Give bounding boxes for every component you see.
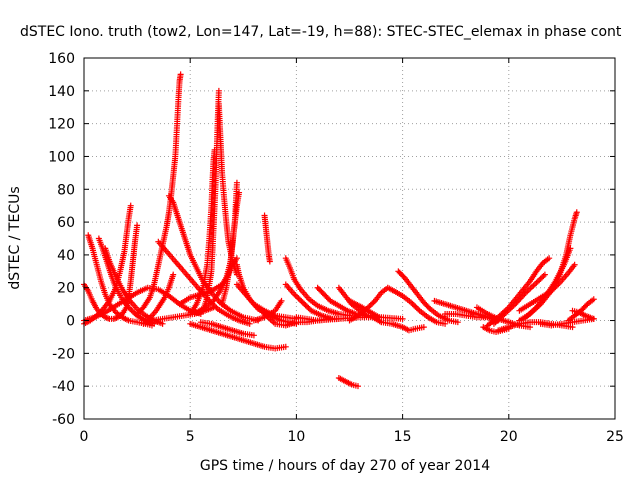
- plus-marker: [266, 258, 273, 265]
- x-tick-label: 15: [394, 429, 412, 445]
- y-tick-label: 40: [57, 248, 75, 264]
- plus-marker: [233, 179, 240, 186]
- plus-marker: [233, 255, 240, 262]
- y-tick-label: 60: [57, 215, 75, 231]
- plus-marker: [413, 304, 420, 311]
- data-series: [490, 271, 548, 327]
- y-axis-title: dSTEC / TECUs: [7, 186, 23, 289]
- plus-marker: [367, 301, 374, 308]
- plus-marker: [299, 299, 306, 306]
- data-series: [261, 212, 273, 265]
- plus-marker: [536, 277, 543, 284]
- data-series: [522, 245, 574, 321]
- plus-marker: [305, 304, 312, 311]
- y-tick-label: -60: [52, 412, 75, 428]
- y-tick-label: 120: [48, 117, 75, 133]
- y-tick-label: -20: [52, 346, 75, 362]
- plus-marker: [301, 300, 308, 307]
- data-series: [187, 146, 218, 317]
- plus-marker: [410, 302, 417, 309]
- plus-marker: [295, 295, 302, 302]
- plus-marker: [376, 314, 383, 321]
- plus-marker: [250, 332, 257, 339]
- plus-marker: [540, 272, 547, 279]
- y-tick-label: 160: [48, 51, 75, 67]
- plus-marker: [546, 255, 553, 262]
- data-series: [102, 245, 166, 327]
- x-tick-label: 25: [606, 429, 624, 445]
- data-series: [144, 271, 177, 324]
- y-tick-label: 80: [57, 182, 75, 198]
- plus-marker: [298, 298, 305, 305]
- plus-marker: [442, 320, 449, 327]
- data-series: [134, 71, 184, 317]
- plus-marker: [425, 304, 432, 311]
- plus-marker: [177, 71, 184, 78]
- plus-marker: [369, 300, 376, 307]
- data-series: [569, 307, 597, 322]
- plus-marker: [412, 303, 419, 310]
- data-series: [187, 320, 289, 352]
- plus-marker: [236, 189, 243, 196]
- plus-marker: [304, 303, 311, 310]
- data-series: [282, 255, 353, 319]
- plus-marker: [399, 315, 406, 322]
- data-series: [219, 189, 243, 308]
- plus-marker: [590, 296, 597, 303]
- axis-ticks: 0 5 10 15 20 25 -60 -40 -20 0 20 40 60 80 100 120 140 160: [48, 51, 624, 445]
- plus-marker: [246, 320, 253, 327]
- data-series: [473, 304, 534, 331]
- plus-marker: [354, 383, 361, 390]
- plus-marker: [170, 271, 177, 278]
- plus-marker: [292, 292, 299, 299]
- plot-frame: [83, 57, 616, 420]
- data-series: [197, 319, 257, 339]
- data-series: [81, 222, 141, 322]
- plus-marker: [127, 202, 134, 209]
- plus-marker: [302, 302, 309, 309]
- y-tick-label: 140: [48, 84, 75, 100]
- data-series: [282, 281, 336, 322]
- plus-marker: [537, 275, 544, 282]
- x-axis-title: GPS time / hours of day 270 of year 2014: [200, 458, 490, 474]
- plus-marker: [541, 271, 548, 278]
- x-tick-label: 5: [186, 429, 195, 445]
- y-tick-label: 100: [48, 149, 75, 165]
- data-series: [176, 255, 240, 308]
- plus-marker: [573, 209, 580, 216]
- plus-marker: [567, 245, 574, 252]
- data-series: [346, 284, 449, 327]
- y-tick-label: 0: [66, 314, 75, 330]
- x-tick-label: 0: [80, 429, 89, 445]
- data-series: [395, 268, 461, 326]
- plus-marker: [134, 222, 141, 229]
- plus-marker: [590, 315, 597, 322]
- plus-marker: [454, 319, 461, 326]
- plus-marker: [571, 261, 578, 268]
- plus-marker: [282, 343, 289, 350]
- x-tick-label: 20: [500, 429, 518, 445]
- plus-marker: [210, 304, 217, 311]
- plus-marker: [420, 324, 427, 331]
- y-tick-label: 20: [57, 281, 75, 297]
- plus-marker: [534, 278, 541, 285]
- x-tick-label: 10: [287, 429, 305, 445]
- plus-marker: [539, 274, 546, 281]
- data-series: [378, 319, 427, 334]
- plus-marker: [215, 87, 222, 94]
- plus-marker: [294, 294, 301, 301]
- chart-title: dSTEC Iono. truth (tow2, Lon=147, Lat=-1…: [20, 24, 622, 40]
- plus-marker: [128, 307, 135, 314]
- data-points: [81, 71, 597, 390]
- plus-marker: [278, 297, 285, 304]
- plus-marker: [296, 296, 303, 303]
- y-tick-label: -40: [52, 379, 75, 395]
- data-series: [484, 255, 553, 329]
- data-series: [335, 374, 361, 390]
